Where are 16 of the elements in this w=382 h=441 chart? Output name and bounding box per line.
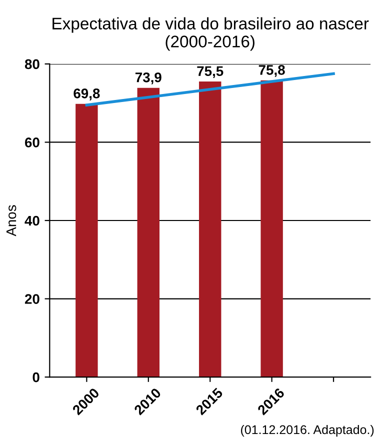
y-tick-label: 0 — [32, 372, 40, 382]
bar — [137, 88, 160, 378]
y-tick-label: 20 — [24, 294, 40, 304]
y-tick-label: 80 — [24, 59, 40, 70]
bar — [260, 80, 283, 378]
text: (01.12.2016. Adaptado.) — [241, 424, 374, 437]
bar — [76, 104, 98, 378]
chart-title: Expectativa de vida do brasileiro ao nascer (2000-2016) — [52, 17, 369, 51]
bar — [198, 82, 222, 378]
data-label: 73,9 — [135, 72, 162, 84]
y-axis-title: Anos — [6, 205, 16, 236]
y-tick-label: 60 — [25, 138, 40, 148]
y-tick-label: 40 — [24, 216, 40, 226]
data-label: 75,5 — [197, 66, 224, 78]
data-label: 69,8 — [74, 88, 100, 100]
data-label: 75,8 — [258, 65, 285, 77]
